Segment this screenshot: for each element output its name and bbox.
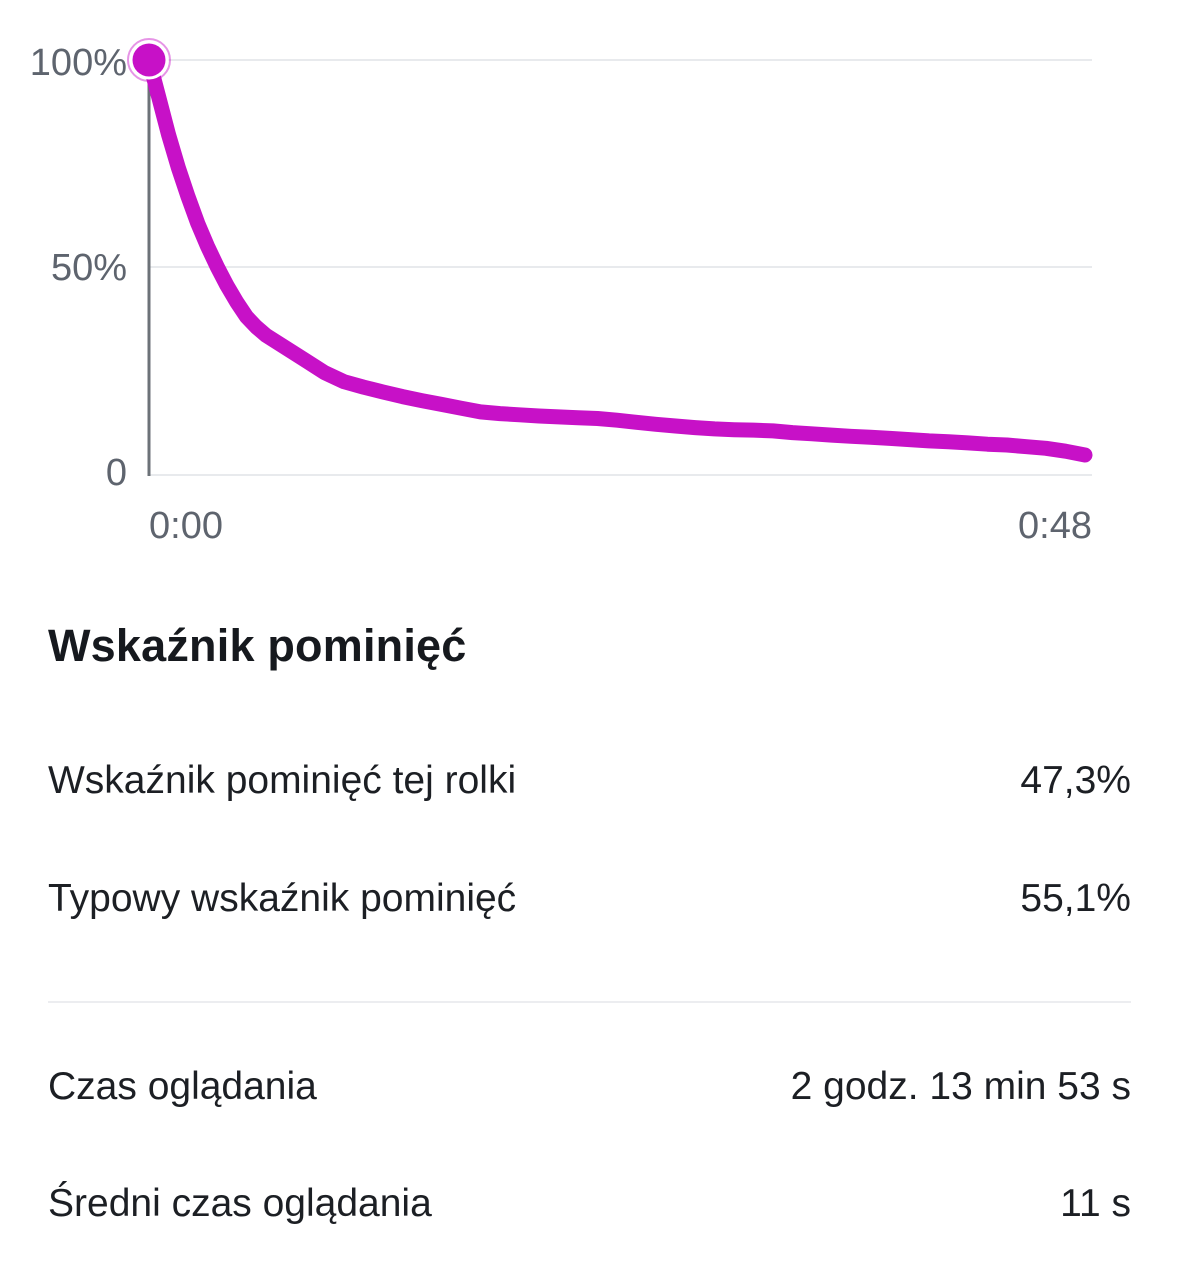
x-axis-label-start: 0:00 <box>149 505 223 547</box>
stat-label: Czas oglądania <box>48 1065 317 1108</box>
y-axis-label-0: 0 <box>105 452 127 494</box>
stat-value: 2 godz. 13 min 53 s <box>790 1065 1131 1108</box>
y-axis-label-100: 100% <box>29 42 127 84</box>
stat-row-average-watch-time: Średni czas oglądania 11 s <box>48 1180 1131 1228</box>
retention-line <box>141 52 1093 463</box>
stat-value: 55,1% <box>1020 877 1131 920</box>
stat-row-typical-skip-rate: Typowy wskaźnik pominięć 55,1% <box>48 875 1131 923</box>
stat-label: Średni czas oglądania <box>48 1182 432 1225</box>
section-divider <box>48 1001 1131 1003</box>
start-point-outer-ring <box>127 38 171 82</box>
section-title-skip-rate: Wskaźnik pominięć <box>48 620 467 671</box>
retention-chart-svg <box>127 38 1093 476</box>
stat-value: 47,3% <box>1020 759 1131 802</box>
start-point-dot <box>132 43 166 77</box>
stat-label: Wskaźnik pominięć tej rolki <box>48 759 517 802</box>
stat-row-watch-time: Czas oglądania 2 godz. 13 min 53 s <box>48 1063 1131 1111</box>
retention-chart: 100% 50% 0 0:00 0:48 <box>0 0 1179 560</box>
stat-label: Typowy wskaźnik pominięć <box>48 877 517 920</box>
stat-value: 11 s <box>1060 1182 1131 1225</box>
x-axis-label-end: 0:48 <box>1018 505 1092 547</box>
y-axis-label-50: 50% <box>50 247 127 289</box>
stat-row-skip-rate-this-reel: Wskaźnik pominięć tej rolki 47,3% <box>48 757 1131 805</box>
